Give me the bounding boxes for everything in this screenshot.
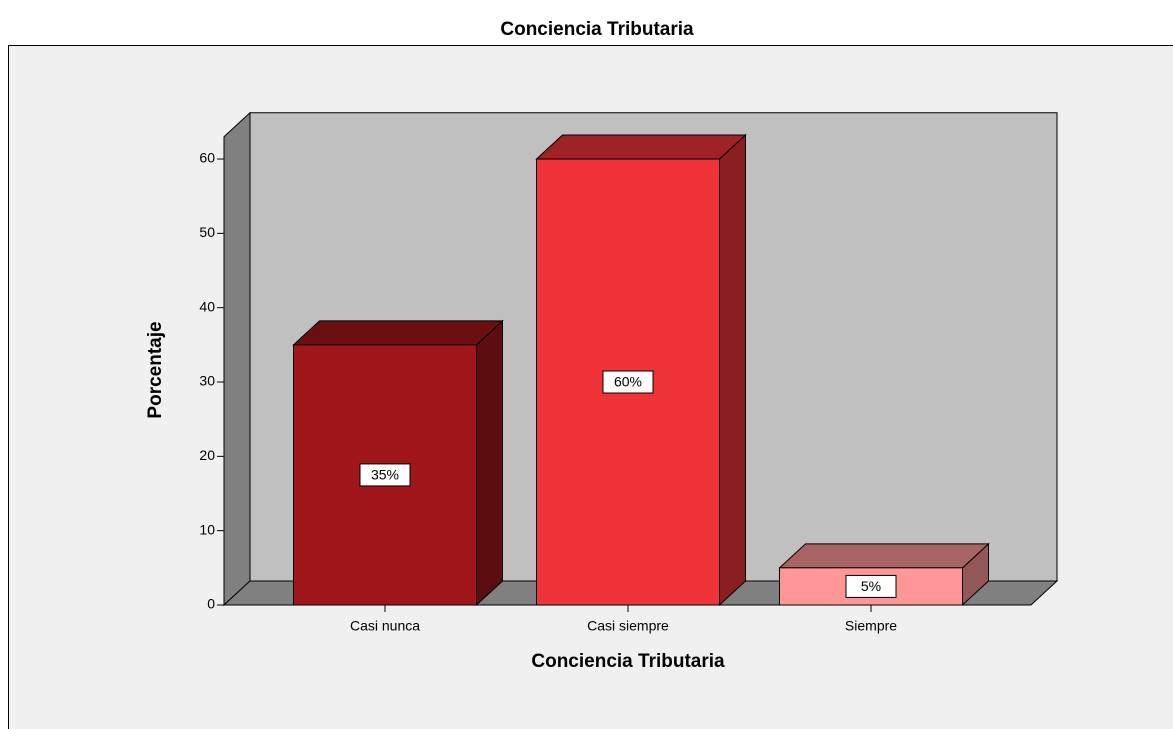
value-label-box xyxy=(602,370,654,394)
bar-top xyxy=(292,320,504,346)
y-tick-label: 60 xyxy=(199,150,215,166)
side-wall xyxy=(223,111,251,607)
x-tick-label: Siempre xyxy=(845,618,897,634)
bar-top xyxy=(535,134,747,160)
bar: 5% xyxy=(778,542,990,607)
bar: 60% xyxy=(535,133,747,607)
y-tick-label: 10 xyxy=(199,521,215,537)
y-tick-label: 40 xyxy=(199,298,215,314)
y-tick-label: 30 xyxy=(199,373,215,389)
bar-side xyxy=(719,133,746,607)
value-label: 35% xyxy=(371,467,399,483)
value-label-box xyxy=(845,574,897,598)
bar: 35% xyxy=(292,319,504,607)
x-tick-label: Casi siempre xyxy=(587,618,669,634)
y-tick-label: 0 xyxy=(207,596,215,612)
y-axis-title: Porcentaje xyxy=(145,321,166,418)
x-axis-title: Conciencia Tributaria xyxy=(531,651,725,672)
bar-top xyxy=(778,543,990,569)
x-tick-label: Casi nunca xyxy=(350,618,420,634)
value-label: 5% xyxy=(861,578,881,594)
y-tick-label: 20 xyxy=(199,447,215,463)
value-label: 60% xyxy=(614,374,642,390)
value-label-box xyxy=(359,463,411,487)
bar-side xyxy=(476,319,503,607)
chart-title: Conciencia Tributaria xyxy=(500,19,694,40)
y-tick-label: 50 xyxy=(199,224,215,240)
